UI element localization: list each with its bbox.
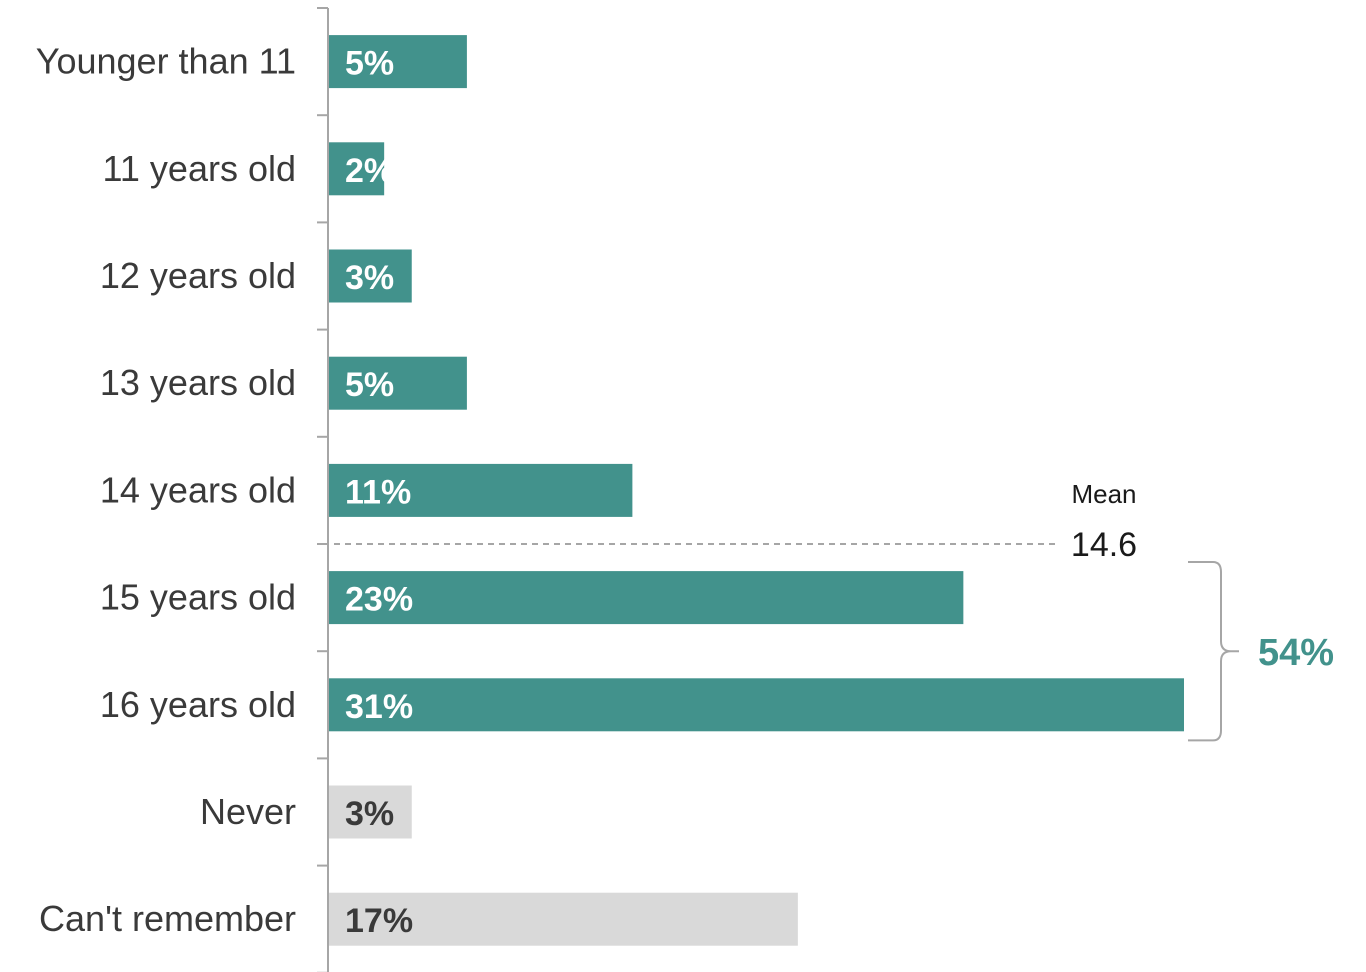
category-label: 12 years old bbox=[100, 255, 296, 296]
bar-3 bbox=[329, 356, 467, 410]
value-label: 3% bbox=[345, 795, 394, 833]
value-label: 23% bbox=[345, 581, 413, 619]
value-label: 3% bbox=[345, 259, 394, 297]
bar-8 bbox=[329, 892, 798, 946]
bar-1 bbox=[329, 142, 385, 196]
bracket bbox=[1188, 561, 1239, 742]
value-label: 17% bbox=[345, 902, 413, 940]
mean-title: Mean bbox=[1071, 479, 1136, 509]
category-label: 11 years old bbox=[103, 148, 296, 189]
value-label: 5% bbox=[345, 366, 394, 404]
bar-7 bbox=[329, 785, 412, 839]
value-label: 31% bbox=[345, 688, 413, 726]
bar-5 bbox=[329, 571, 964, 625]
value-label: 5% bbox=[345, 45, 394, 83]
bar-2 bbox=[329, 249, 412, 303]
bar-4 bbox=[329, 463, 633, 517]
mean-value: 14.6 bbox=[1071, 526, 1137, 564]
value-label: 11% bbox=[345, 473, 411, 511]
category-label: Younger than 11 bbox=[36, 41, 296, 82]
category-label: 16 years old bbox=[100, 684, 296, 725]
value-label: 2% bbox=[345, 152, 394, 190]
category-label: 14 years old bbox=[100, 469, 296, 510]
category-label: 13 years old bbox=[100, 362, 296, 403]
category-label: Never bbox=[200, 791, 296, 832]
category-label: 15 years old bbox=[100, 577, 296, 618]
category-label: Can't remember bbox=[39, 898, 296, 939]
bar-0 bbox=[329, 35, 467, 89]
bracket-label: 54% bbox=[1258, 632, 1334, 674]
bar-6 bbox=[329, 678, 1184, 732]
